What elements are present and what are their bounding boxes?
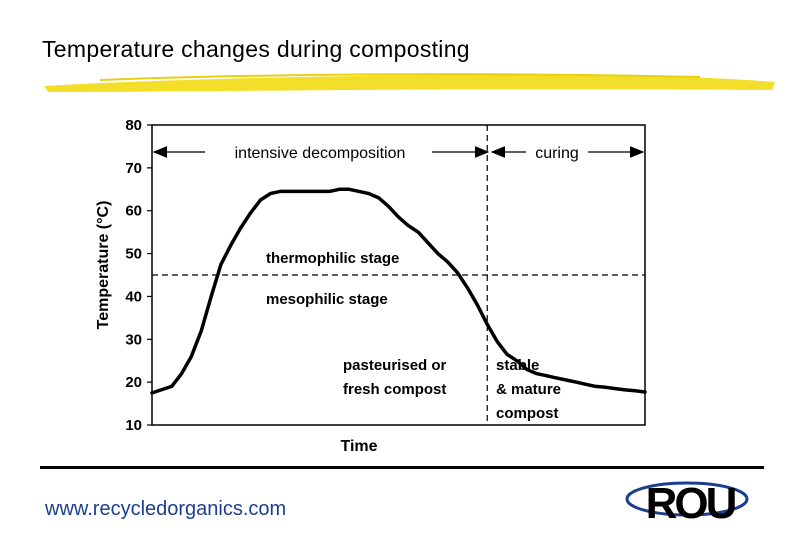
slide-title: Temperature changes during composting [42,36,470,62]
y-tick-label: 80 [125,117,142,134]
annotation-thermophilic: thermophilic stage [266,250,399,267]
y-tick-label: 60 [125,203,142,220]
annotation-pasteurised-line2: fresh compost [343,381,446,398]
rou-logo: ROU [625,479,749,526]
annotation-stable-line2: & mature [496,381,561,398]
title-underline [44,74,775,92]
y-tick-label: 40 [125,288,142,305]
annotation-stable-line3: compost [496,405,559,422]
y-tick-label: 30 [125,331,142,348]
y-tick-label: 20 [125,374,142,391]
y-tick-label: 10 [125,417,142,434]
y-tick-label: 70 [125,160,142,177]
annotation-pasteurised-line1: pasteurised or [343,357,447,374]
plot-area: 10 20 30 40 50 60 70 80 intensive decomposition… [95,117,647,455]
annotation-mesophilic: mesophilic stage [266,291,388,308]
title-underline-streak [99,73,701,81]
annotation-curing: curing [535,145,579,162]
logo-swoosh [625,481,749,517]
y-axis: 10 20 30 40 50 60 70 80 [125,117,152,434]
footer-rule [40,466,764,469]
x-axis-label: Time [340,438,377,455]
y-axis-label: Temperature (°C) [95,201,112,330]
y-tick-label: 50 [125,246,142,263]
annotation-intensive: intensive decomposition [235,145,406,162]
website-link[interactable]: www.recycledorganics.com [45,498,287,520]
logo-text: ROU [646,479,736,526]
series-line-temperature [150,187,647,395]
annotation-stable-line1: stable [496,357,539,374]
